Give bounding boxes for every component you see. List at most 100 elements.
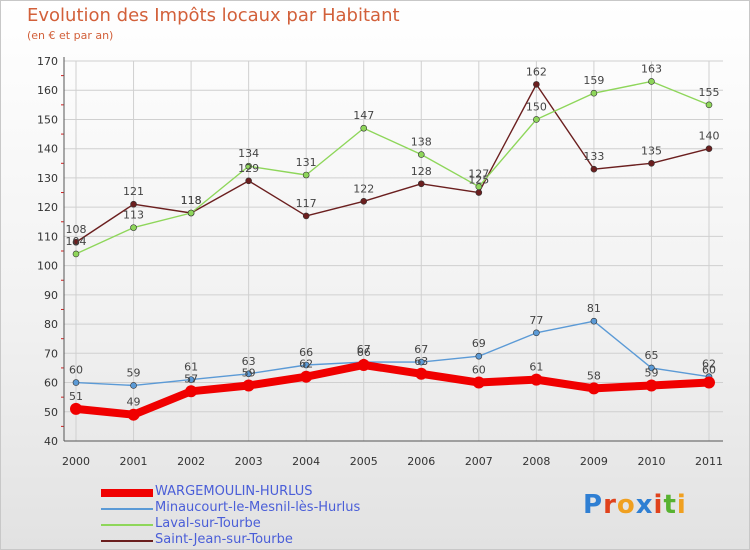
data-point (130, 382, 137, 389)
y-tick-label: 160 (37, 84, 58, 97)
data-label: 128 (411, 165, 432, 178)
data-point (590, 317, 598, 325)
legend-label: Laval-sur-Tourbe (155, 516, 261, 531)
data-point (357, 359, 370, 371)
data-label: 155 (699, 86, 720, 99)
logo-letter: r (603, 490, 617, 520)
data-point (417, 358, 425, 366)
data-label: 63 (414, 355, 428, 368)
data-point (705, 145, 713, 152)
data-point (533, 116, 540, 123)
data-point (472, 376, 485, 389)
data-label: 159 (583, 74, 604, 87)
chart-subtitle: (en € et par an) (27, 29, 114, 42)
x-tick-label: 2004 (292, 455, 320, 468)
legend-item: WARGEMOULIN-HURLUS (101, 484, 431, 501)
data-label: 147 (353, 109, 374, 122)
data-label: 60 (702, 364, 716, 377)
series-line-2 (75, 320, 710, 387)
data-label: 163 (641, 62, 662, 75)
data-point (703, 376, 715, 389)
logo-letter: x (635, 490, 654, 520)
data-label: 134 (238, 147, 259, 160)
logo-letter: P (583, 490, 604, 520)
data-label: 121 (123, 185, 144, 198)
legend-swatch (101, 540, 153, 542)
data-label: 66 (357, 346, 371, 359)
data-point (587, 382, 600, 395)
data-point (415, 367, 428, 380)
data-label: 77 (529, 314, 543, 327)
data-point (530, 373, 543, 386)
x-tick-label: 2011 (695, 455, 723, 468)
logo-letter: i (676, 490, 687, 520)
legend-swatch (101, 489, 153, 497)
data-point (127, 408, 140, 421)
data-point (475, 183, 483, 190)
data-point (302, 361, 310, 369)
y-tick-label: 100 (37, 260, 58, 273)
x-tick-label: 2010 (637, 455, 665, 468)
legend-label: Saint-Jean-sur-Tourbe (155, 532, 293, 547)
data-point (72, 250, 80, 258)
legend-item: Saint-Jean-sur-Tourbe (101, 532, 431, 549)
data-point (475, 352, 483, 360)
logo-letter: o (616, 490, 636, 520)
data-label: 58 (587, 369, 601, 382)
data-label: 138 (411, 136, 432, 149)
data-point (187, 209, 195, 217)
x-tick-label: 2003 (235, 455, 263, 468)
y-axis-ticks: 40 50 60 70 80 90 100 110 120 130 140 150 160 170 (37, 55, 58, 448)
data-point (417, 151, 425, 158)
data-label: 65 (644, 349, 658, 362)
y-tick-label: 140 (37, 143, 58, 156)
data-label: 108 (66, 223, 87, 236)
data-label: 60 (69, 364, 83, 377)
data-point (72, 238, 80, 246)
y-tick-label: 150 (37, 113, 58, 126)
data-label: 125 (468, 174, 489, 187)
y-tick-label: 130 (37, 172, 58, 185)
series-line-1 (75, 80, 710, 255)
data-label: 60 (472, 364, 486, 377)
data-label: 81 (587, 302, 601, 315)
data-point (417, 180, 425, 188)
y-tick-label: 70 (44, 347, 58, 360)
x-tick-label: 2002 (177, 455, 205, 468)
y-tick-label: 40 (44, 435, 58, 448)
data-point (130, 224, 137, 231)
data-label: 61 (184, 361, 198, 374)
legend-label: Minaucourt-le-Mesnil-lès-Hurlus (155, 500, 361, 515)
data-label: 61 (529, 361, 543, 374)
y-tick-label: 110 (37, 230, 58, 243)
data-label: 57 (184, 372, 198, 385)
data-point (475, 189, 483, 196)
x-tick-label: 2000 (62, 455, 90, 468)
data-point (70, 402, 82, 415)
series-lines (70, 78, 715, 421)
data-label: 150 (526, 100, 547, 113)
legend-swatch (101, 524, 153, 526)
chart-title: Evolution des Impôts locaux par Habitant (27, 5, 400, 26)
x-tick-label: 2005 (350, 455, 378, 468)
data-point (648, 160, 655, 167)
proxiti-logo: Proxiti (583, 490, 687, 520)
data-label: 118 (181, 194, 202, 207)
data-label: 140 (699, 130, 720, 143)
data-label: 135 (641, 144, 662, 157)
data-point (360, 198, 368, 205)
y-tick-label: 90 (44, 289, 58, 302)
data-label: 69 (472, 337, 486, 350)
data-point (302, 212, 310, 220)
grid-lines (61, 60, 723, 441)
data-point (185, 385, 198, 398)
y-tick-label: 120 (37, 201, 58, 214)
data-point (72, 379, 80, 386)
data-point (645, 379, 658, 392)
y-tick-label: 60 (44, 377, 58, 390)
x-tick-label: 2008 (522, 455, 550, 468)
x-tick-label: 2009 (580, 455, 608, 468)
data-label: 62 (702, 358, 716, 371)
